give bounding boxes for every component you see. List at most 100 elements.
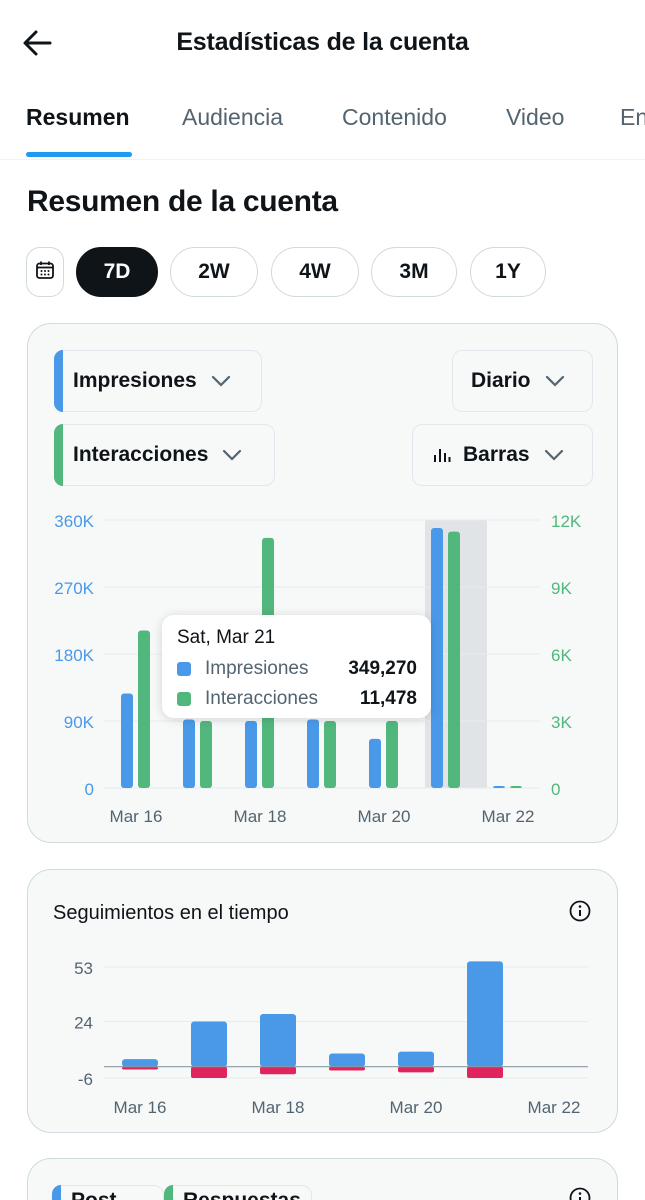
metric1-dropdown[interactable]: Impresiones [54, 350, 262, 412]
followers-gain-bar [467, 961, 503, 1067]
metric1-label: Impresiones [73, 369, 197, 392]
followers-gain-bar [398, 1051, 434, 1067]
metric2-dropdown[interactable]: Interacciones [54, 424, 275, 486]
followers-loss-bar [191, 1066, 227, 1078]
calendar-icon [35, 260, 55, 285]
range-4w[interactable]: 4W [271, 247, 359, 297]
section-title: Resumen de la cuenta [27, 185, 338, 218]
metric2-color-indicator [54, 424, 63, 486]
interacciones-bar [510, 786, 522, 788]
x-axis-tick: Mar 18 [252, 1098, 305, 1117]
interacciones-bar [324, 721, 336, 788]
x-axis-tick: Mar 22 [528, 1098, 581, 1117]
granularity-dropdown[interactable]: Diario [452, 350, 593, 412]
impresiones-bar [493, 786, 505, 788]
impresiones-bar [369, 738, 381, 788]
right-axis-tick: 9K [551, 579, 572, 598]
followers-gain-bar [329, 1053, 365, 1067]
metric2-label: Interacciones [73, 443, 209, 466]
left-axis-tick: 360K [54, 512, 94, 531]
tab-video[interactable]: Video [506, 104, 565, 130]
range-1y[interactable]: 1Y [470, 247, 546, 297]
x-axis-tick: Mar 18 [234, 807, 287, 826]
range-7d[interactable]: 7D [76, 247, 158, 297]
right-axis-tick: 3K [551, 713, 572, 732]
legend-post-dropdown[interactable]: Post [52, 1185, 164, 1200]
top-bar: Estadísticas de la cuenta [0, 0, 645, 85]
left-axis-tick: 270K [54, 579, 94, 598]
range-3m[interactable]: 3M [371, 247, 457, 297]
right-axis-tick: 12K [551, 512, 582, 531]
tooltip-date: Sat, Mar 21 [177, 627, 276, 648]
followers-gain-bar [122, 1059, 158, 1067]
posts-card: Post Respuestas [27, 1158, 618, 1200]
interacciones-bar [200, 721, 212, 788]
granularity-label: Diario [471, 369, 531, 392]
x-axis-tick: Mar 20 [390, 1098, 443, 1117]
right-axis-tick: 6K [551, 646, 572, 665]
y-axis-tick: 24 [74, 1014, 93, 1033]
x-axis-tick: Mar 16 [114, 1098, 167, 1117]
followers-gain-bar [260, 1014, 296, 1067]
tooltip-value: 349,270 [348, 658, 417, 679]
chart-kind-label: Barras [463, 443, 530, 466]
tooltip-value: 11,478 [359, 688, 417, 709]
post-color-indicator [52, 1185, 61, 1200]
impresiones-bar [121, 693, 133, 788]
respuestas-color-indicator [164, 1185, 173, 1200]
back-arrow-icon[interactable] [20, 26, 54, 60]
chevron-down-icon [222, 449, 242, 461]
chevron-down-icon [545, 375, 565, 387]
interacciones-bar [386, 721, 398, 788]
tab-overflow[interactable]: En [620, 104, 645, 130]
chevron-down-icon [211, 375, 231, 387]
tooltip-row-impresiones: Impresiones 349,270 [177, 657, 417, 681]
metric1-color-indicator [54, 350, 63, 412]
right-axis-tick: 0 [551, 780, 560, 799]
legend-swatch-blue [177, 662, 191, 676]
page-title: Estadísticas de la cuenta [176, 28, 469, 56]
legend-respuestas-dropdown[interactable]: Respuestas [164, 1185, 312, 1200]
followers-loss-bar [329, 1066, 365, 1071]
x-axis-tick: Mar 22 [482, 807, 535, 826]
legend-swatch-green [177, 692, 191, 706]
followers-card-title: Seguimientos en el tiempo [53, 902, 289, 924]
tab-resumen[interactable]: Resumen [26, 104, 130, 130]
tab-audiencia[interactable]: Audiencia [182, 104, 284, 130]
chevron-down-icon [544, 449, 564, 461]
post-label: Post [71, 1189, 117, 1200]
interacciones-bar [138, 630, 150, 788]
tooltip-name: Interacciones [205, 688, 319, 709]
y-axis-tick: -6 [78, 1070, 93, 1089]
followers-gain-bar [191, 1021, 227, 1067]
impresiones-bar [183, 719, 195, 788]
x-axis-tick: Mar 16 [110, 807, 163, 826]
info-icon[interactable] [569, 900, 591, 927]
tab-contenido[interactable]: Contenido [342, 104, 447, 130]
tooltip-name: Impresiones [205, 658, 309, 679]
respuestas-label: Respuestas [183, 1189, 301, 1200]
followers-loss-bar [467, 1066, 503, 1078]
y-axis-tick: 53 [74, 959, 93, 978]
left-axis-tick: 180K [54, 646, 94, 665]
x-axis-tick: Mar 20 [358, 807, 411, 826]
chart-kind-dropdown[interactable]: Barras [412, 424, 593, 486]
tooltip-row-interacciones: Interacciones 11,478 [177, 687, 417, 711]
chart-tooltip: Sat, Mar 21 Impresiones 349,270 Interacc… [162, 615, 431, 718]
impresiones-bar [431, 527, 443, 788]
active-tab-indicator [26, 152, 132, 157]
followers-card: Seguimientos en el tiempo [27, 869, 618, 1133]
info-icon[interactable] [569, 1187, 591, 1200]
interacciones-bar [448, 531, 460, 788]
tab-bar: Resumen Audiencia Contenido Video En [0, 90, 645, 160]
followers-loss-bar [260, 1066, 296, 1075]
left-axis-tick: 0 [85, 780, 94, 799]
calendar-button[interactable] [26, 247, 64, 297]
followers-loss-bar [122, 1066, 158, 1070]
range-2w[interactable]: 2W [170, 247, 258, 297]
impresiones-bar [307, 719, 319, 788]
left-axis-tick: 90K [64, 713, 95, 732]
followers-loss-bar [398, 1066, 434, 1073]
